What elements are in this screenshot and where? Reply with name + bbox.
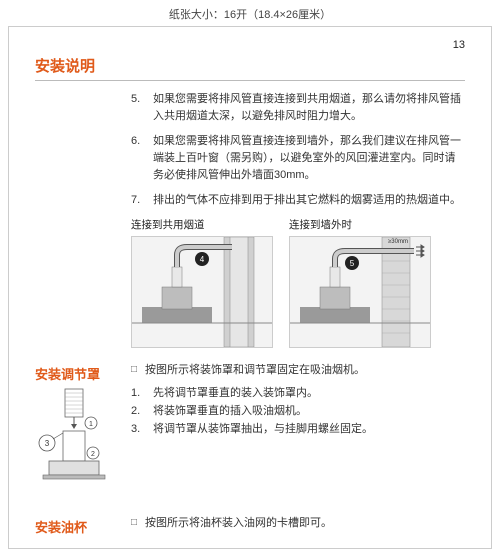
svg-text:4: 4 — [200, 255, 205, 264]
figure-label: 连接到墙外时 — [289, 217, 429, 232]
item-text: 如果您需要将排风管直接连接到墙外，那么我们建议在排风管一端装上百叶窗（需另购），… — [153, 133, 465, 184]
figure-shared-flue: 连接到共用烟道 4 — [131, 217, 271, 348]
substep-number: 2. — [131, 403, 153, 421]
section-adjust-cover: 安装调节罩 3 — [35, 362, 465, 503]
subsection-title-adjust-cover: 安装调节罩 — [35, 362, 115, 383]
substep-list: 1. 先将调节罩垂直的装入装饰罩内。 2. 将装饰罩垂直的插入吸油烟机。 3. … — [131, 385, 465, 438]
svg-text:3: 3 — [45, 439, 50, 448]
bullet-item: □ 按图所示将装饰罩和调节罩固定在吸油烟机。 — [131, 362, 465, 379]
page-number: 13 — [35, 39, 465, 51]
substep-text: 将调节罩从装饰罩抽出，与挂脚用螺丝固定。 — [153, 421, 373, 439]
substep-number: 1. — [131, 385, 153, 403]
subsection-title-oil-cup: 安装油杯 — [35, 515, 115, 536]
bullet-icon: □ — [131, 515, 145, 532]
svg-text:1: 1 — [89, 421, 93, 428]
svg-text:2: 2 — [91, 451, 95, 458]
item-text: 如果您需要将排风管直接连接到共用烟道，那么请勿将排风管插入共用烟道太深，以避免排… — [153, 91, 465, 125]
numbered-item: 6. 如果您需要将排风管直接连接到墙外，那么我们建议在排风管一端装上百叶窗（需另… — [131, 133, 465, 184]
flue-diagram-svg: 4 — [132, 237, 272, 347]
adjust-cover-svg: 3 1 2 — [35, 383, 115, 503]
substep-item: 3. 将调节罩从装饰罩抽出，与挂脚用螺丝固定。 — [131, 421, 465, 439]
substep-text: 将装饰罩垂直的插入吸油烟机。 — [153, 403, 307, 421]
document-page: 13 安装说明 5. 如果您需要将排风管直接连接到共用烟道，那么请勿将排风管插入… — [8, 26, 492, 549]
adjust-cover-figure: 3 1 2 — [35, 383, 115, 503]
substep-item: 1. 先将调节罩垂直的装入装饰罩内。 — [131, 385, 465, 403]
item-number: 7. — [131, 192, 153, 209]
bullet-item: □ 按图所示将油杯装入油网的卡槽即可。 — [131, 515, 465, 532]
figure-outside-wall: 连接到墙外时 — [289, 217, 429, 348]
figure-box: 4 — [131, 236, 273, 348]
figure-row: 连接到共用烟道 4 — [131, 217, 465, 348]
numbered-item: 5. 如果您需要将排风管直接连接到共用烟道，那么请勿将排风管插入共用烟道太深，以… — [131, 91, 465, 125]
substep-text: 先将调节罩垂直的装入装饰罩内。 — [153, 385, 318, 403]
bullet-text: 按图所示将装饰罩和调节罩固定在吸油烟机。 — [145, 362, 365, 379]
dimension-label: ≥30mm — [388, 239, 408, 245]
bullet-text: 按图所示将油杯装入油网的卡槽即可。 — [145, 515, 332, 532]
bullet-icon: □ — [131, 362, 145, 379]
wall-diagram-svg: 5 ≥30mm — [290, 237, 430, 347]
paper-size-header: 纸张大小：16开（18.4×26厘米） — [0, 0, 500, 26]
item-text: 排出的气体不应排到用于排出其它燃料的烟雾适用的热烟道中。 — [153, 192, 461, 209]
svg-text:5: 5 — [350, 259, 355, 268]
item-number: 5. — [131, 91, 153, 125]
install-notes-block: 5. 如果您需要将排风管直接连接到共用烟道，那么请勿将排风管插入共用烟道太深，以… — [131, 91, 465, 348]
section-title-install: 安装说明 — [35, 55, 465, 81]
figure-box: 5 ≥30mm — [289, 236, 431, 348]
substep-number: 3. — [131, 421, 153, 439]
figure-label: 连接到共用烟道 — [131, 217, 271, 232]
substep-item: 2. 将装饰罩垂直的插入吸油烟机。 — [131, 403, 465, 421]
section-oil-cup: 安装油杯 □ 按图所示将油杯装入油网的卡槽即可。 — [35, 515, 465, 536]
numbered-item: 7. 排出的气体不应排到用于排出其它燃料的烟雾适用的热烟道中。 — [131, 192, 465, 209]
item-number: 6. — [131, 133, 153, 184]
